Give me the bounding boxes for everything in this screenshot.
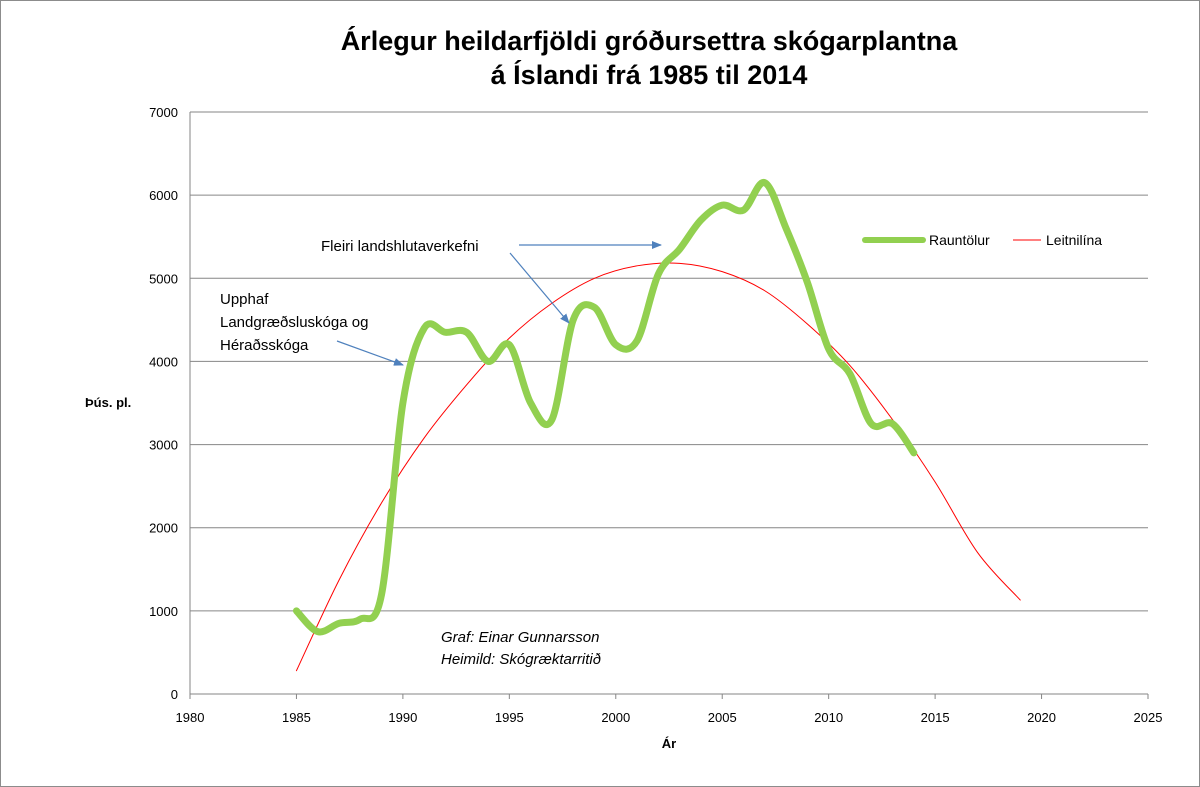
x-tick-label: 1980	[176, 710, 205, 725]
y-tick-label: 7000	[149, 105, 178, 120]
annotation-upphaf-arrow	[336, 340, 404, 366]
legend: Rauntölur Leitnilína	[862, 232, 1102, 248]
x-tick-label: 2020	[1027, 710, 1056, 725]
annotation-fleiri-arrow-down	[509, 252, 570, 324]
y-tick-label: 6000	[149, 188, 178, 203]
x-tick-label: 2005	[708, 710, 737, 725]
x-tick-label: 2015	[921, 710, 950, 725]
y-tick-label: 5000	[149, 271, 178, 286]
y-axis-title: Þús. pl.	[85, 395, 131, 410]
legend-label-rauntolur: Rauntölur	[929, 232, 990, 248]
x-tick-label: 1990	[388, 710, 417, 725]
annotation-fleiri: Fleiri landshlutaverkefni	[321, 238, 479, 255]
x-tick-label: 1995	[495, 710, 524, 725]
annotation-upphaf-line-3: Héraðsskóga	[220, 337, 309, 354]
annotation-upphaf-line-2: Landgræðsluskóga og	[220, 314, 368, 331]
annotation-upphaf-line-1: Upphaf	[220, 291, 269, 308]
x-tick-label: 1985	[282, 710, 311, 725]
y-tick-label: 2000	[149, 521, 178, 536]
x-tick-label: 2025	[1134, 710, 1163, 725]
y-tick-labels: 0 1000 2000 3000 4000 5000 6000 7000	[149, 105, 178, 702]
x-tick-marks	[189, 694, 1149, 699]
y-tick-label: 1000	[149, 604, 178, 619]
x-axis-title: Ár	[662, 736, 676, 751]
x-tick-label: 2000	[601, 710, 630, 725]
y-tick-label: 0	[171, 687, 178, 702]
gridlines	[190, 111, 1148, 612]
y-tick-label: 4000	[149, 354, 178, 369]
actual-line-rauntolur	[292, 179, 918, 636]
x-tick-label: 2010	[814, 710, 843, 725]
plot-area	[190, 112, 1148, 694]
credit-graph: Graf: Einar Gunnarsson	[441, 629, 599, 646]
series-layer	[292, 179, 1021, 672]
legend-label-leitnilina: Leitnilína	[1046, 232, 1102, 248]
credit-source: Heimild: Skógræktarritið	[441, 651, 601, 668]
chart-title-line-2: á Íslandi frá 1985 til 2014	[491, 59, 808, 90]
chart-title-line-1: Árlegur heildarfjöldi gróðursettra skóga…	[341, 25, 959, 56]
x-tick-labels: 1980 1985 1990 1995 2000 2005 2010 2015 2020 2025	[176, 710, 1163, 725]
y-tick-label: 3000	[149, 438, 178, 453]
